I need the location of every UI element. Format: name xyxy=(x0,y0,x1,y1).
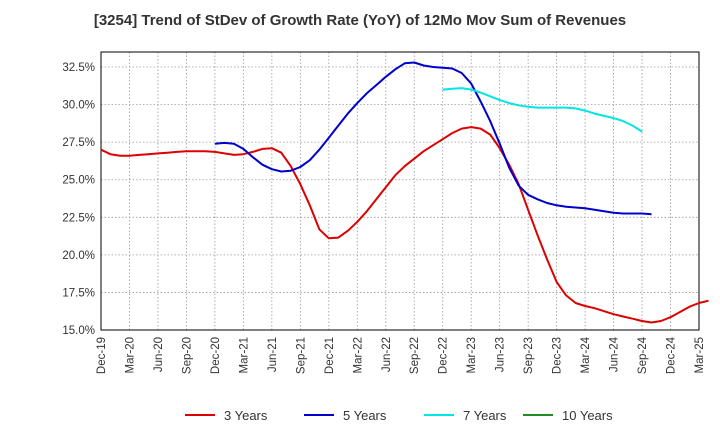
grid xyxy=(101,52,699,330)
y-tick-label: 27.5% xyxy=(62,137,95,149)
x-tick-label: Jun-20 xyxy=(153,337,165,372)
x-tick-label: Dec-23 xyxy=(552,337,564,374)
plot-frame xyxy=(100,51,700,331)
x-tick-label: Mar-20 xyxy=(124,337,136,373)
x-tick-label: Dec-22 xyxy=(438,337,450,374)
series-lines xyxy=(100,61,709,324)
y-tick-label: 20.0% xyxy=(62,250,95,262)
y-tick-label: 17.5% xyxy=(62,287,95,299)
y-tick-label: 25.0% xyxy=(62,175,95,187)
series-line-3-years xyxy=(100,126,709,324)
x-tick-label: Dec-20 xyxy=(210,337,222,374)
legend-label: 3 Years xyxy=(224,408,268,423)
x-tick-label: Dec-21 xyxy=(324,337,336,374)
series-line-7-years xyxy=(442,87,643,133)
x-tick-label: Mar-23 xyxy=(466,337,478,373)
x-tick-label: Dec-24 xyxy=(666,336,678,374)
y-tick-label: 15.0% xyxy=(62,325,95,337)
legend: 3 Years 5 Years 7 Years 10 Years xyxy=(185,408,613,423)
y-tick-label: 22.5% xyxy=(62,212,95,224)
y-axis: 15.0% 17.5% 20.0% 22.5% 25.0% 27.5% 30.0% 32.5% xyxy=(62,62,95,337)
legend-label: 10 Years xyxy=(562,408,613,423)
x-tick-label: Mar-24 xyxy=(580,336,592,373)
y-tick-label: 32.5% xyxy=(62,62,95,74)
x-tick-label: Dec-19 xyxy=(96,337,108,374)
chart-title: [3254] Trend of StDev of Growth Rate (Yo… xyxy=(94,12,626,29)
x-tick-label: Sep-23 xyxy=(523,337,535,374)
x-tick-label: Sep-21 xyxy=(295,337,307,374)
y-tick-label: 30.0% xyxy=(62,100,95,112)
x-tick-label: Sep-22 xyxy=(409,337,421,374)
legend-label: 7 Years xyxy=(463,408,507,423)
x-tick-label: Jun-23 xyxy=(495,337,507,372)
x-tick-label: Mar-25 xyxy=(694,337,706,373)
legend-label: 5 Years xyxy=(343,408,387,423)
series-line-5-years xyxy=(214,61,652,216)
x-tick-label: Sep-20 xyxy=(181,337,193,374)
x-tick-label: Jun-21 xyxy=(267,337,279,372)
x-tick-label: Mar-22 xyxy=(352,337,364,373)
x-tick-label: Sep-24 xyxy=(637,336,649,374)
x-tick-label: Mar-21 xyxy=(238,337,250,373)
x-axis: Dec-19 Mar-20 Jun-20 Sep-20 Dec-20 Mar-21 Jun-… xyxy=(96,336,706,374)
x-tick-label: Jun-22 xyxy=(381,337,393,372)
x-tick-label: Jun-24 xyxy=(609,336,621,372)
